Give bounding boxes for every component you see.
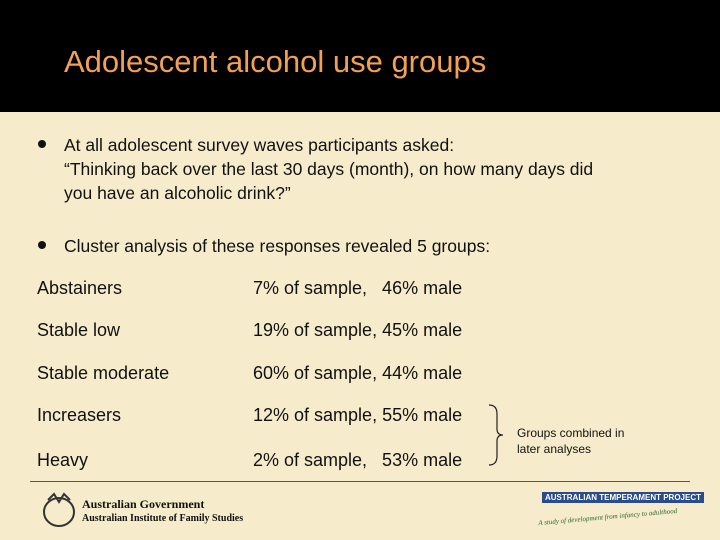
group-name: Heavy [37, 450, 89, 470]
group-stats: 19% of sample, 45% male [253, 320, 463, 340]
bullet-line: At all adolescent survey waves participa… [64, 135, 455, 155]
note-line: later analyses [517, 442, 592, 456]
crest [43, 492, 75, 527]
group-name: Increasers [37, 405, 122, 425]
brace [488, 404, 504, 466]
header-band: Adolescent alcohol use groups [0, 0, 720, 112]
bullet-dot [38, 140, 46, 148]
group-stats: 60% of sample, 44% male [253, 363, 463, 383]
bullet-line: you have an alcoholic drink?” [64, 183, 291, 203]
logo-text: Australian Institute of Family Studies [82, 513, 244, 524]
group-name: Stable low [37, 320, 121, 340]
bullet-line: “Thinking back over the last 30 days (mo… [64, 159, 594, 179]
group-name: Abstainers [37, 278, 123, 298]
logo-text: Australian Government [82, 497, 205, 511]
title: Adolescent alcohol use groups [64, 44, 487, 79]
logo-text: AUSTRALIAN TEMPERAMENT PROJECT [542, 492, 705, 503]
group-name: Stable moderate [37, 363, 170, 383]
bullet: Cluster analysis of these responses reve… [38, 234, 490, 258]
brace-path [488, 404, 504, 466]
divider [30, 481, 690, 482]
bullet-line: Cluster analysis of these responses reve… [64, 236, 491, 256]
bullet-dot [38, 241, 46, 249]
note-line: Groups combined in [517, 426, 625, 440]
group-stats: 7% of sample, 46% male [253, 278, 463, 298]
logo-text: A study of development from infancy to a… [537, 506, 678, 528]
group-stats: 2% of sample, 53% male [253, 450, 463, 470]
bullet: At all adolescent survey waves participa… [38, 133, 593, 205]
note: Groups combined in later analyses [517, 425, 624, 457]
group-stats: 12% of sample, 55% male [253, 405, 463, 425]
